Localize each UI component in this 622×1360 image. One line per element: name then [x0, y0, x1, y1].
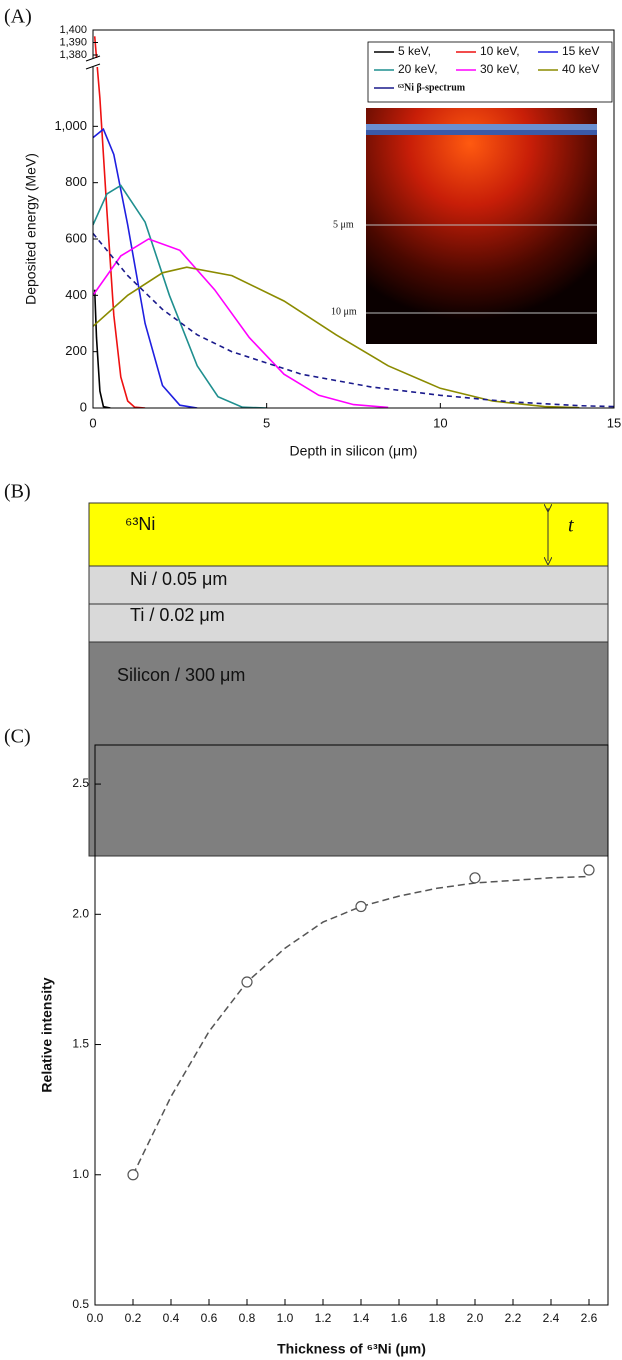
y-tick-label: 600	[65, 230, 87, 245]
panel-label: (A)	[4, 6, 32, 28]
series-line	[95, 36, 145, 408]
x-tick-label: 1.0	[277, 1311, 294, 1325]
x-tick-label: 0.0	[87, 1311, 104, 1325]
x-tick-label: 0.4	[163, 1311, 180, 1325]
data-point	[128, 1170, 138, 1180]
axis-break	[87, 58, 99, 67]
figure: 5 μm 10 μm (B) t ⁶³Ni Ni / 0.05 μm Ti / …	[0, 0, 622, 1360]
thickness-label: t	[568, 515, 574, 537]
x-tick-label: 0.2	[125, 1311, 142, 1325]
x-tick-label: 1.6	[391, 1311, 408, 1325]
inset-label: 5 μm	[333, 219, 354, 230]
y-tick-label: 1,390	[59, 36, 87, 48]
x-axis-label: Depth in silicon (μm)	[290, 443, 418, 459]
legend-label: 30 keV,	[480, 62, 520, 76]
x-tick-label: 5	[263, 415, 270, 430]
x-tick-label: 2.0	[467, 1311, 484, 1325]
x-tick-label: 10	[433, 415, 447, 430]
legend-label: 40 keV	[562, 62, 599, 76]
data-point	[584, 865, 594, 875]
layer-label: ⁶³Ni	[125, 514, 155, 534]
x-axis-label: Thickness of ⁶³Ni (μm)	[277, 1341, 426, 1357]
layer-label: Silicon / 300 μm	[117, 665, 245, 685]
y-tick-label: 1,000	[54, 118, 87, 133]
x-tick-label: 0	[89, 415, 96, 430]
y-axis-label: Relative intensity	[39, 977, 55, 1092]
x-tick-label: 0.6	[201, 1311, 218, 1325]
x-tick-label: 2.4	[543, 1311, 560, 1325]
panel-label: (B)	[4, 481, 31, 503]
y-tick-label: 2.5	[72, 776, 89, 790]
x-tick-label: 0.8	[239, 1311, 256, 1325]
inset-label: 10 μm	[331, 306, 357, 317]
legend-label: ⁶³Ni β-spectrum	[398, 82, 466, 93]
y-tick-label: 1.5	[72, 1037, 89, 1051]
y-tick-label: 1,380	[59, 49, 87, 61]
x-tick-label: 15	[607, 415, 621, 430]
layer-label: Ti / 0.02 μm	[130, 605, 225, 625]
legend-label: 10 keV,	[480, 44, 520, 58]
x-tick-label: 1.8	[429, 1311, 446, 1325]
panel-label: (C)	[4, 726, 31, 748]
series-line	[93, 186, 267, 409]
y-tick-label: 1.0	[72, 1167, 89, 1181]
inset-image: 5 μm 10 μm	[331, 108, 597, 344]
y-tick-label: 800	[65, 174, 87, 189]
y-tick-label: 1,400	[59, 24, 87, 36]
x-tick-label: 2.2	[505, 1311, 522, 1325]
legend-label: 5 keV,	[398, 44, 431, 58]
layer-ni63	[89, 503, 608, 566]
data-point	[356, 901, 366, 911]
legend-label: 15 keV	[562, 44, 599, 58]
y-tick-label: 0.5	[72, 1297, 89, 1311]
data-point	[242, 977, 252, 987]
y-tick-label: 0	[80, 399, 87, 414]
x-tick-label: 2.6	[581, 1311, 598, 1325]
layer-label: Ni / 0.05 μm	[130, 569, 227, 589]
y-axis-label: Deposited energy (MeV)	[23, 153, 39, 305]
y-tick-label: 2.0	[72, 906, 89, 920]
fit-line	[133, 877, 589, 1175]
y-tick-label: 400	[65, 287, 87, 302]
y-tick-label: 200	[65, 343, 87, 358]
page: {"chart_data": [ {"type": "line", "panel…	[0, 0, 622, 1360]
x-tick-label: 1.4	[353, 1311, 370, 1325]
legend-label: 20 keV,	[398, 62, 438, 76]
x-tick-label: 1.2	[315, 1311, 332, 1325]
data-point	[470, 873, 480, 883]
series-line	[95, 290, 111, 408]
